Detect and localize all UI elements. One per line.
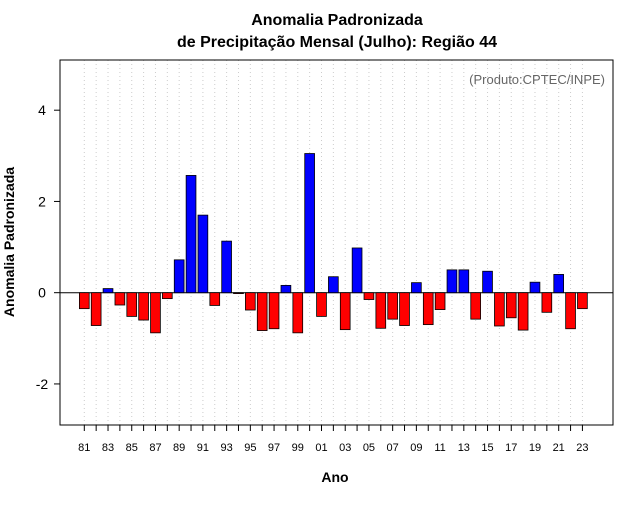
bar-05 [363, 292, 375, 300]
bar-23 [577, 292, 588, 310]
bar-09 [411, 282, 422, 294]
ytick-label: -2 [36, 376, 49, 392]
ytick-label: 0 [38, 285, 46, 301]
bar-03 [339, 292, 351, 331]
chart-title-line2: de Precipitação Mensal (Julho): Região 4… [177, 34, 497, 51]
ytick-label: 2 [38, 193, 46, 209]
bar-19 [529, 281, 541, 294]
bar-02 [328, 276, 339, 294]
plot-frame [59, 59, 614, 426]
xtick-label-17: 17 [505, 442, 517, 454]
x-axis-ticks: 81 83 85 87 89 91 93 95 97 99 01 03 05 07 09 11 13 15 17 19… [78, 425, 589, 454]
bars-group [79, 153, 588, 334]
bar-04 [351, 247, 363, 294]
xtick-label-93: 93 [220, 442, 232, 454]
bar-12 [446, 269, 458, 294]
bar-92 [209, 292, 221, 306]
bar-98 [280, 284, 292, 294]
bar-99 [292, 292, 304, 334]
xtick-label-07: 07 [387, 442, 399, 454]
bar-95 [245, 292, 256, 311]
bar-22 [565, 292, 576, 330]
xtick-label-15: 15 [481, 442, 493, 454]
xtick-label-01: 01 [315, 442, 327, 454]
bar-85 [126, 292, 138, 317]
xtick-label-09: 09 [410, 442, 422, 454]
xtick-label-81: 81 [78, 442, 90, 454]
bar-93 [221, 240, 232, 294]
bar-14 [470, 292, 481, 320]
bar-06 [375, 292, 387, 329]
bar-86 [138, 292, 149, 321]
xtick-label-19: 19 [529, 442, 541, 454]
bar-97 [268, 292, 280, 330]
bar-84 [114, 292, 126, 306]
bar-11 [434, 292, 446, 310]
bar-00 [304, 153, 315, 294]
xtick-label-99: 99 [292, 442, 304, 454]
bar-90 [185, 175, 197, 294]
bar-87 [150, 292, 161, 334]
bar-16 [494, 292, 505, 327]
bar-91 [197, 214, 209, 294]
xtick-label-23: 23 [576, 442, 588, 454]
x-axis-title: Ano [321, 469, 348, 485]
bar-07 [387, 292, 398, 320]
bar-21 [553, 274, 564, 294]
bar-94 [233, 292, 244, 295]
xtick-label-91: 91 [197, 442, 209, 454]
bar-88 [162, 292, 173, 300]
xtick-label-11: 11 [434, 442, 445, 454]
bar-96 [256, 292, 268, 331]
bar-17 [505, 292, 517, 319]
source-note: (Produto:CPTEC/INPE) [469, 72, 605, 87]
xtick-label-97: 97 [268, 442, 280, 454]
bar-89 [173, 259, 185, 294]
bar-08 [399, 292, 410, 326]
bar-20 [541, 292, 553, 313]
xtick-label-83: 83 [102, 442, 114, 454]
xtick-label-05: 05 [363, 442, 375, 454]
bar-10 [422, 292, 434, 326]
xtick-label-85: 85 [126, 442, 138, 454]
bar-13 [458, 269, 470, 294]
y-axis-title: Anomalia Padronizada [1, 167, 17, 317]
vertical-gridlines [83, 60, 583, 425]
y-axis-ticks: -2 0 2 4 [36, 102, 60, 392]
bar-82 [90, 292, 102, 326]
xtick-label-95: 95 [244, 442, 256, 454]
xtick-label-13: 13 [458, 442, 470, 454]
bar-83 [102, 288, 114, 294]
ytick-label: 4 [38, 102, 46, 118]
xtick-label-89: 89 [173, 442, 185, 454]
chart-title-line1: Anomalia Padronizada [251, 12, 423, 29]
xtick-label-87: 87 [149, 442, 161, 454]
xtick-label-21: 21 [553, 442, 565, 454]
xtick-label-03: 03 [339, 442, 351, 454]
bar-15 [482, 270, 493, 294]
bar-18 [517, 292, 529, 331]
bar-81 [79, 292, 90, 310]
bar-01 [316, 292, 327, 317]
